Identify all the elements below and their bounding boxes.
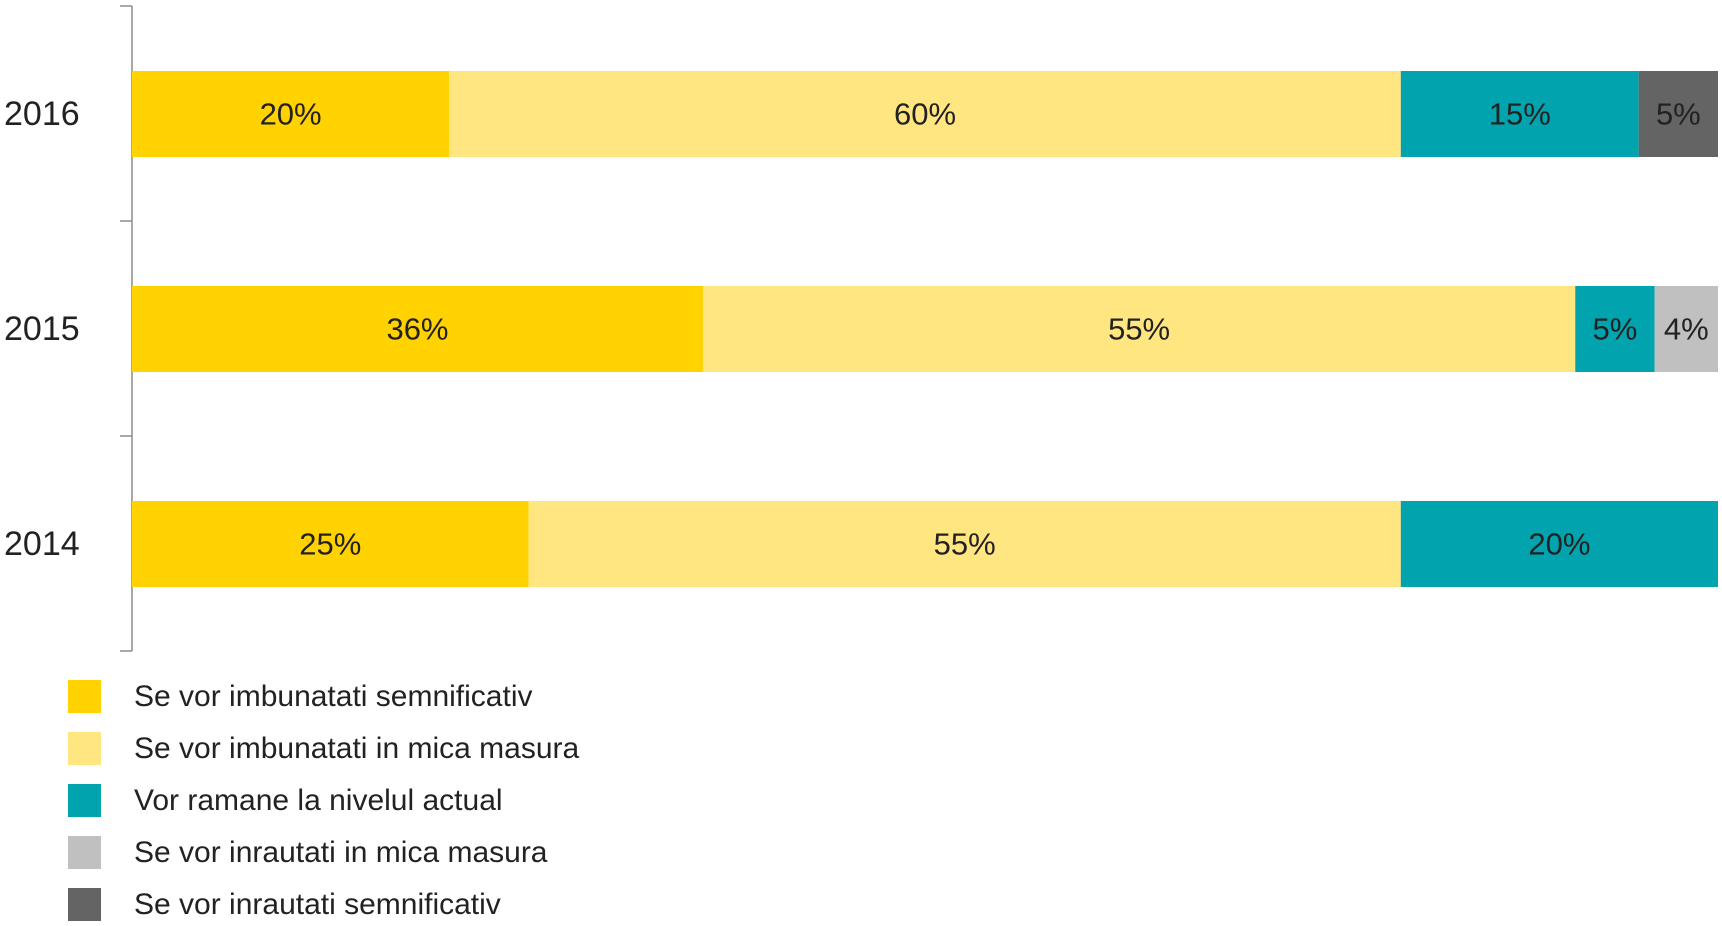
bar-segment-2014-series-1 (132, 501, 529, 587)
bar-segment-2015-series-4 (1654, 286, 1718, 372)
bar-segment-2014-series-3 (1400, 501, 1718, 587)
legend-label-2: Se vor imbunatati in mica masura (134, 732, 579, 765)
legend-swatch-3 (68, 784, 101, 817)
legend-label-3: Vor ramane la nivelul actual (134, 784, 503, 817)
legend-swatch-5 (68, 888, 101, 921)
y-tick-label-2015: 2015 (4, 310, 80, 348)
data-labels: 20% 60% 15% 5% 36% 55% 5% 4% 25% 55% 20% (260, 97, 1709, 562)
legend-label-1: Se vor imbunatati semnificativ (134, 680, 533, 713)
bar-segment-2014-series-2 (528, 501, 1401, 587)
legend: Se vor imbunatati semnificativ Se vor imb… (68, 680, 579, 921)
legend-label-4: Se vor inrautati in mica masura (134, 836, 548, 869)
bar-segment-2016-series-3 (1400, 71, 1639, 157)
bar-segment-2015-series-1 (132, 286, 703, 372)
legend-label-5: Se vor inrautati semnificativ (134, 888, 501, 921)
bars (132, 71, 1718, 587)
data-label-2015-series-2: 55% (1108, 312, 1170, 347)
data-label-2015-series-4: 4% (1664, 312, 1709, 347)
bar-segment-2016-series-1 (132, 71, 450, 157)
data-label-2016-series-1: 20% (260, 97, 322, 132)
bar-segment-2016-series-2 (449, 71, 1401, 157)
legend-swatch-1 (68, 680, 101, 713)
bar-segment-2015-series-2 (702, 286, 1576, 372)
y-axis: 2016 2015 2014 (4, 5, 133, 652)
y-tick-label-2016: 2016 (4, 95, 80, 133)
bar-segment-2015-series-3 (1575, 286, 1655, 372)
data-label-2014-series-1: 25% (299, 527, 361, 562)
data-label-2016-series-5: 5% (1656, 97, 1701, 132)
data-label-2015-series-1: 36% (386, 312, 448, 347)
data-label-2015-series-3: 5% (1593, 312, 1638, 347)
data-label-2016-series-2: 60% (894, 97, 956, 132)
bar-segment-2016-series-5 (1638, 71, 1718, 157)
y-tick-label-2014: 2014 (4, 525, 80, 563)
data-label-2014-series-3: 20% (1528, 527, 1590, 562)
legend-swatch-2 (68, 732, 101, 765)
legend-swatch-4 (68, 836, 101, 869)
data-label-2014-series-2: 55% (934, 527, 996, 562)
data-label-2016-series-3: 15% (1489, 97, 1551, 132)
